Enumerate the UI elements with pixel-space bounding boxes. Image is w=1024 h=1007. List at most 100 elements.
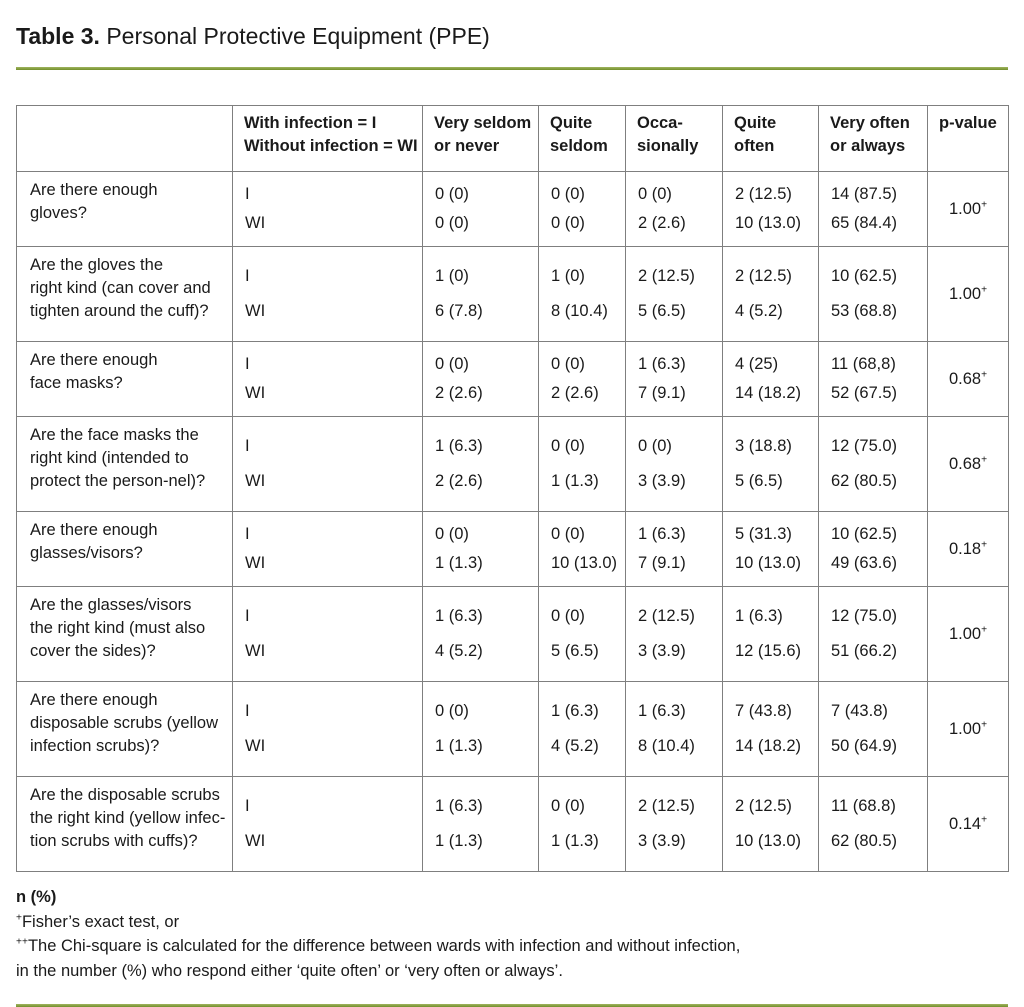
p-value: 0.14 (948, 814, 982, 833)
value-cell: 1 (6.3) 4 (5.2) (422, 586, 539, 682)
value-stack: 0 (0) 1 (1.3) (539, 781, 625, 867)
wi-value: 52 (67.5) (831, 384, 898, 402)
value-cell: 1 (0) 6 (7.8) (422, 246, 539, 342)
i-value: 2 (12.5) (735, 266, 792, 285)
i-value: 10 (62.5) (831, 525, 898, 543)
value-stack: 2 (12.5) 4 (5.2) (723, 251, 818, 337)
header-line: With infection = I (244, 114, 377, 132)
group-stack: I WI (233, 781, 422, 867)
header-line: p-value (939, 114, 997, 132)
i-value: 0 (0) (551, 185, 585, 203)
value-stack: 1 (6.3) 2 (2.6) (423, 421, 538, 507)
p-value-cell: 0.18+ (927, 511, 1009, 587)
i-value: 2 (12.5) (638, 796, 695, 815)
question-cell: Are there enough glasses/visors? (16, 511, 233, 587)
value-cell: 0 (0) 1 (1.3) (538, 776, 626, 872)
group-label: I (245, 525, 250, 543)
wi-value: 5 (6.5) (638, 302, 686, 321)
wi-value: 3 (3.9) (638, 642, 686, 661)
footnote-fisher-text: Fisher’s exact test, or (21, 912, 180, 931)
p-value-marker: + (981, 369, 988, 380)
i-value: 0 (0) (551, 436, 585, 455)
i-value: 12 (75.0) (831, 436, 898, 455)
value-cell: 2 (12.5) 3 (3.9) (625, 586, 723, 682)
value-stack: 2 (12.5) 3 (3.9) (626, 591, 722, 677)
p-value: 0.18 (948, 539, 982, 558)
value-cell: 1 (6.3) 1 (1.3) (422, 776, 539, 872)
header-cell-question (16, 105, 233, 172)
table-row: Are there enough face masks? I WI 0 (0) 2 (2.… (16, 341, 1009, 417)
value-stack: 1 (6.3) 4 (5.2) (423, 591, 538, 677)
footnote-n-percent: n (%) (16, 888, 57, 906)
header-cell-frequency: Quite seldom (538, 105, 626, 172)
value-cell: 1 (6.3) 7 (9.1) (625, 511, 723, 587)
header-line: sionally (637, 137, 699, 155)
question-line: glasses/visors? (30, 544, 143, 562)
value-cell: 4 (25) 14 (18.2) (722, 341, 819, 417)
wi-value: 2 (2.6) (435, 472, 483, 491)
question-cell: Are the glasses/visors the right kind (mu… (16, 586, 233, 682)
wi-value: 0 (0) (435, 214, 469, 232)
value-cell: 0 (0) 1 (1.3) (422, 511, 539, 587)
i-value: 2 (12.5) (735, 185, 792, 203)
table-row: Are the gloves the right kind (can cover … (16, 246, 1009, 342)
value-cell: 0 (0) 1 (1.3) (538, 416, 626, 512)
value-stack: 4 (25) 14 (18.2) (723, 346, 818, 412)
header-cell-group: With infection = I Without infection = WI (232, 105, 423, 172)
i-value: 0 (0) (638, 436, 672, 455)
i-value: 0 (0) (551, 606, 585, 625)
i-value: 7 (43.8) (831, 701, 888, 720)
p-value-cell: 0.14+ (927, 776, 1009, 872)
value-stack: 12 (75.0) 62 (80.5) (819, 421, 927, 507)
wi-value: 0 (0) (551, 214, 585, 232)
wi-value: 2 (2.6) (435, 384, 483, 402)
question-line: tion scrubs with cuffs)? (30, 832, 198, 850)
question-line: right kind (can cover and (30, 279, 211, 297)
i-value: 3 (18.8) (735, 436, 792, 455)
i-value: 1 (6.3) (638, 525, 686, 543)
footnote-chisquare-text: The Chi-square is calculated for the dif… (27, 937, 741, 955)
value-stack: 0 (0) 2 (2.6) (423, 346, 538, 412)
wi-value: 10 (13.0) (735, 214, 802, 232)
value-stack: 12 (75.0) 51 (66.2) (819, 591, 927, 677)
wi-value: 6 (7.8) (435, 302, 483, 321)
group-label: WI (245, 554, 266, 572)
value-cell: 7 (43.8) 50 (64.9) (818, 681, 928, 777)
wi-value: 2 (2.6) (638, 214, 686, 232)
group-label: WI (245, 472, 266, 491)
header-cell-frequency: Very seldom or never (422, 105, 539, 172)
question-line: Are there enough (30, 181, 158, 199)
value-stack: 0 (0) 10 (13.0) (539, 516, 625, 582)
wi-value: 10 (13.0) (551, 554, 618, 572)
i-value: 2 (12.5) (735, 796, 792, 815)
header-cell-frequency: Quite often (722, 105, 819, 172)
group-label: WI (245, 302, 266, 321)
question-line: protect the person-nel)? (30, 472, 206, 490)
value-cell: 11 (68,8) 52 (67.5) (818, 341, 928, 417)
footnote-fisher: +Fisher’s exact test, or (16, 910, 1008, 935)
value-cell: 3 (18.8) 5 (6.5) (722, 416, 819, 512)
table-row: Are the face masks the right kind (intend… (16, 416, 1009, 512)
p-value-marker: + (981, 719, 988, 730)
i-value: 1 (0) (551, 266, 585, 285)
value-stack: 0 (0) 5 (6.5) (539, 591, 625, 677)
header-row: With infection = I Without infection = WI… (16, 105, 1009, 172)
value-stack: 1 (6.3) 7 (9.1) (626, 346, 722, 412)
group-label: I (245, 606, 250, 625)
wi-value: 51 (66.2) (831, 642, 898, 661)
question-cell: Are the face masks the right kind (intend… (16, 416, 233, 512)
group-stack: I WI (233, 421, 422, 507)
group-cell: I WI (232, 341, 423, 417)
i-value: 4 (25) (735, 355, 779, 373)
p-value-cell: 1.00+ (927, 171, 1009, 247)
value-cell: 1 (6.3) 8 (10.4) (625, 681, 723, 777)
value-stack: 2 (12.5) 3 (3.9) (626, 781, 722, 867)
value-cell: 2 (12.5) 3 (3.9) (625, 776, 723, 872)
value-cell: 10 (62.5) 53 (68.8) (818, 246, 928, 342)
i-value: 1 (0) (435, 266, 469, 285)
value-cell: 12 (75.0) 51 (66.2) (818, 586, 928, 682)
header-line: Occa- (637, 114, 683, 132)
wi-value: 1 (1.3) (435, 832, 483, 851)
group-label: I (245, 436, 250, 455)
value-cell: 0 (0) 5 (6.5) (538, 586, 626, 682)
